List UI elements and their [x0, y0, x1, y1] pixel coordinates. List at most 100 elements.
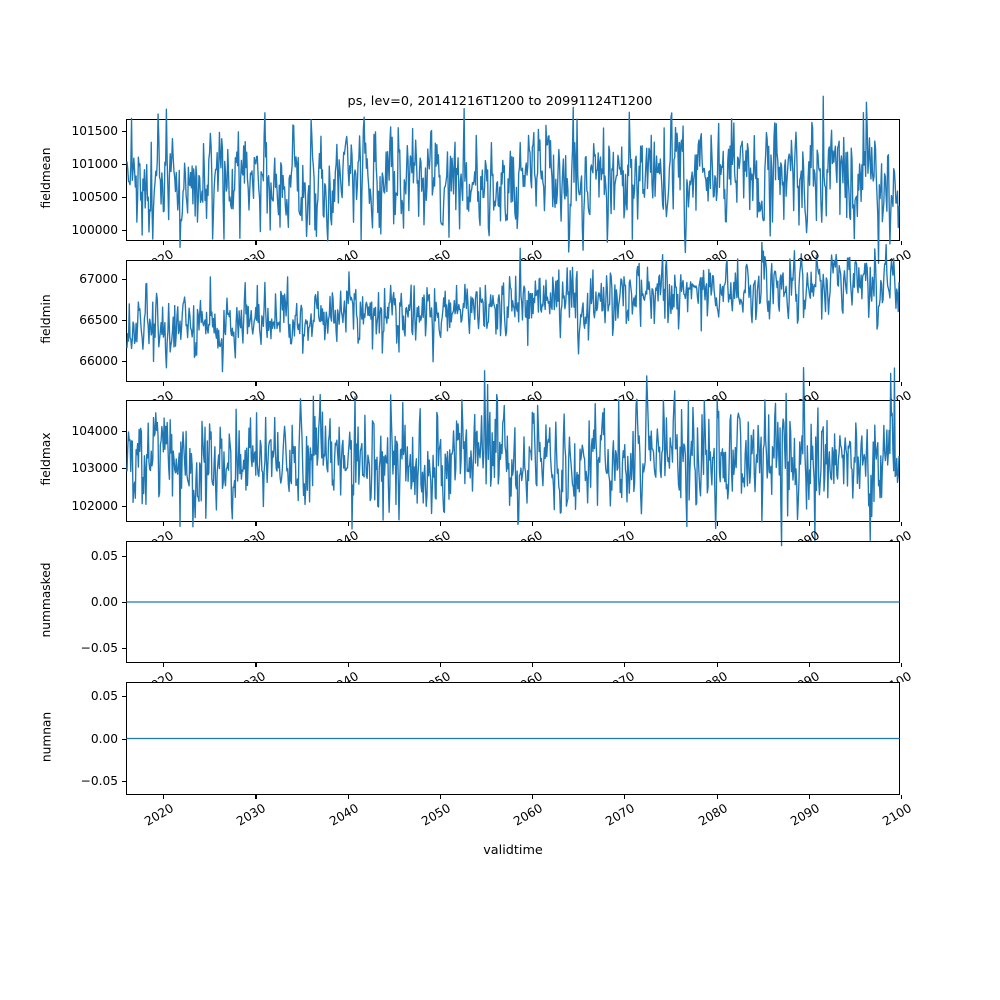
x-tick-label: 2070 [603, 801, 638, 829]
x-tick-mark [439, 795, 441, 799]
series-plot-area [127, 683, 899, 794]
x-tick-label: 2040 [180, 388, 361, 400]
x-tick-label: 2090 [787, 801, 822, 829]
y-tick-mark [122, 163, 126, 165]
y-tick-label: 0.05 [90, 688, 118, 703]
x-tick-mark [347, 795, 349, 799]
x-tick-mark [163, 241, 165, 245]
y-tick-label: 100500 [71, 189, 118, 204]
y-tick-label: 0.05 [90, 548, 118, 563]
x-tick-label: 2080 [549, 247, 730, 260]
plot-panel-fieldmin [126, 260, 900, 382]
x-tick-mark [532, 795, 534, 799]
y-axis-label-fieldmean: fieldmean [39, 147, 53, 209]
x-tick-mark [163, 522, 165, 526]
x-tick-mark [163, 795, 165, 799]
x-tick-label: 2060 [511, 801, 546, 829]
y-tick-label: 0.00 [90, 595, 118, 609]
series-plot-area [127, 261, 899, 381]
y-tick-label: −0.05 [80, 774, 118, 789]
y-tick-mark [122, 738, 126, 740]
x-tick-mark [439, 241, 441, 245]
y-tick-mark [122, 319, 126, 321]
y-tick-mark [122, 648, 126, 650]
x-tick-mark [347, 241, 349, 245]
x-tick-label: 2060 [365, 669, 545, 682]
x-tick-mark [716, 382, 718, 386]
x-tick-label: 2030 [88, 669, 269, 682]
x-tick-mark [624, 795, 626, 799]
x-tick-label: 2060 [365, 388, 545, 400]
x-tick-mark [716, 795, 718, 799]
x-tick-mark [716, 522, 718, 526]
x-tick-mark [808, 382, 810, 386]
x-tick-label: 2050 [273, 528, 453, 541]
series-plot-area [127, 120, 899, 240]
y-tick-mark [122, 430, 126, 432]
plot-panel-numnan [126, 682, 900, 795]
data-line-fieldmean [127, 96, 899, 263]
x-tick-mark [255, 241, 257, 245]
y-tick-label: 100000 [71, 222, 118, 237]
x-tick-mark [347, 382, 349, 386]
y-tick-mark [122, 360, 126, 362]
y-axis-label-fieldmax: fieldmax [39, 432, 53, 486]
x-tick-label: 2020 [142, 801, 177, 829]
x-tick-mark [347, 522, 349, 526]
y-tick-mark [122, 555, 126, 557]
x-tick-mark [255, 663, 257, 667]
x-tick-mark [624, 382, 626, 386]
y-tick-label: 101500 [71, 123, 118, 138]
y-tick-mark [122, 468, 126, 470]
x-tick-label: 2020 [0, 669, 176, 682]
x-tick-mark [716, 241, 718, 245]
x-tick-mark [808, 663, 810, 667]
x-tick-mark [900, 241, 902, 245]
x-tick-mark [439, 522, 441, 526]
x-tick-label: 2050 [273, 388, 453, 400]
data-line-fieldmax [127, 368, 899, 546]
x-tick-label: 2040 [180, 247, 361, 260]
x-tick-mark [532, 663, 534, 667]
x-tick-label: 2030 [88, 388, 269, 400]
y-tick-label: 101000 [71, 156, 118, 171]
x-tick-mark [532, 522, 534, 526]
y-tick-label: −0.05 [80, 641, 118, 656]
y-tick-label: 103000 [71, 461, 118, 476]
x-tick-label: 2080 [695, 801, 730, 829]
x-tick-mark [255, 795, 257, 799]
x-tick-mark [624, 663, 626, 667]
x-tick-mark [255, 382, 257, 386]
y-axis-label-numnan: numnan [39, 711, 53, 762]
x-tick-label: 2100 [734, 528, 914, 541]
x-tick-mark [347, 663, 349, 667]
series-plot-area [127, 542, 899, 662]
data-line-fieldmin [127, 243, 899, 372]
x-tick-label: 2030 [88, 247, 269, 260]
x-tick-label: 2070 [457, 528, 637, 541]
y-tick-mark [122, 602, 126, 604]
x-tick-mark [900, 663, 902, 667]
x-tick-label: 2090 [641, 669, 822, 682]
x-tick-mark [163, 382, 165, 386]
x-tick-label: 2030 [234, 801, 269, 829]
y-tick-label: 102000 [71, 498, 118, 513]
x-tick-mark [808, 241, 810, 245]
x-tick-label: 2020 [0, 247, 176, 260]
x-tick-mark [624, 522, 626, 526]
y-tick-mark [122, 196, 126, 198]
x-tick-label: 2040 [180, 669, 361, 682]
y-tick-label: 66000 [79, 353, 118, 368]
page-title: ps, lev=0, 20141216T1200 to 20991124T120… [347, 94, 653, 109]
plot-panel-nummasked [126, 541, 900, 663]
x-tick-label: 2100 [880, 801, 914, 829]
y-tick-label: 104000 [71, 423, 118, 438]
x-tick-label: 2080 [549, 669, 730, 682]
x-tick-label: 2070 [457, 669, 637, 682]
series-plot-area [127, 401, 899, 521]
x-tick-mark [808, 522, 810, 526]
